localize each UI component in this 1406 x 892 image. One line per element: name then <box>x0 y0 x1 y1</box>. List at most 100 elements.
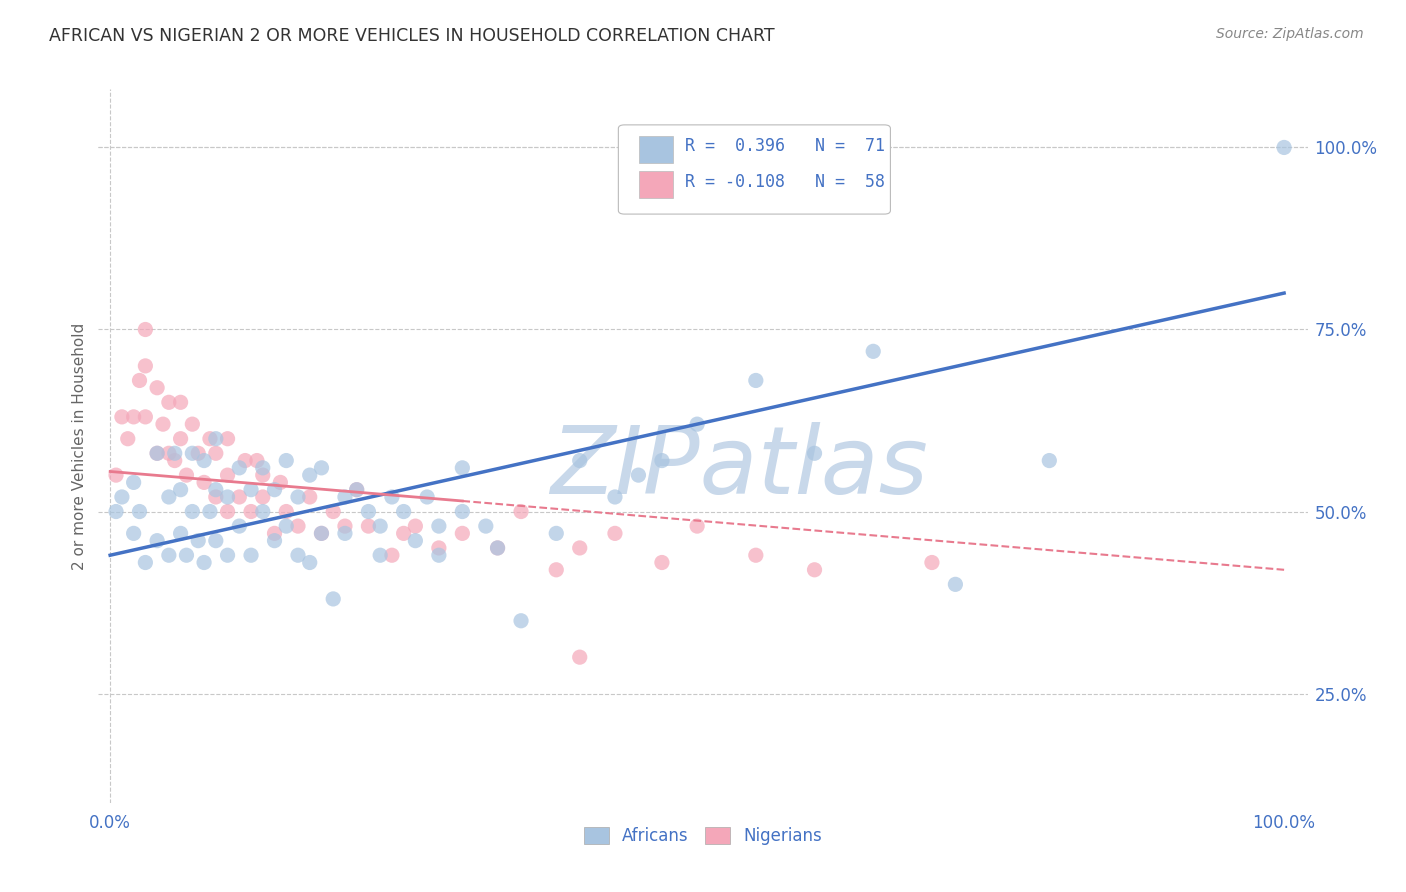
Point <box>603 526 626 541</box>
Point <box>803 563 825 577</box>
Point <box>181 446 204 460</box>
Point <box>228 519 250 533</box>
Point <box>298 556 321 570</box>
Point <box>298 468 321 483</box>
Point <box>252 490 274 504</box>
Point <box>510 614 533 628</box>
Point <box>187 533 209 548</box>
Point <box>945 577 967 591</box>
Point <box>105 468 128 483</box>
Point <box>157 490 180 504</box>
Point <box>169 432 191 446</box>
Point <box>745 548 768 562</box>
Point <box>427 519 450 533</box>
Point <box>217 548 239 562</box>
Point <box>105 504 128 518</box>
Point <box>546 563 568 577</box>
Point <box>686 417 709 432</box>
Point <box>357 504 380 518</box>
Point <box>263 533 285 548</box>
Point <box>287 548 309 562</box>
Point <box>204 432 226 446</box>
Point <box>921 556 943 570</box>
Point <box>392 504 415 518</box>
Point <box>198 432 221 446</box>
Point <box>181 504 204 518</box>
Text: ZIPatlas: ZIPatlas <box>550 422 928 513</box>
Point <box>368 548 391 562</box>
Point <box>157 395 180 409</box>
Text: AFRICAN VS NIGERIAN 2 OR MORE VEHICLES IN HOUSEHOLD CORRELATION CHART: AFRICAN VS NIGERIAN 2 OR MORE VEHICLES I… <box>49 27 775 45</box>
Point <box>122 526 145 541</box>
Point <box>1038 453 1060 467</box>
Point <box>228 460 250 475</box>
Point <box>510 504 533 518</box>
Point <box>651 453 673 467</box>
Point <box>193 453 215 467</box>
Point <box>240 504 263 518</box>
Point <box>322 504 344 518</box>
Point <box>404 533 426 548</box>
Point <box>204 483 226 497</box>
Point <box>193 475 215 490</box>
Point <box>451 504 474 518</box>
Point <box>134 359 156 373</box>
Point <box>198 504 221 518</box>
Point <box>128 504 150 518</box>
Point <box>322 591 344 606</box>
Point <box>152 417 174 432</box>
Point <box>276 504 298 518</box>
Point <box>217 504 239 518</box>
Point <box>169 483 191 497</box>
Point <box>128 374 150 388</box>
Point <box>368 519 391 533</box>
Point <box>276 453 298 467</box>
Point <box>217 468 239 483</box>
Point <box>176 468 198 483</box>
Point <box>181 417 204 432</box>
Point <box>187 446 209 460</box>
Point <box>311 460 333 475</box>
Point <box>246 453 269 467</box>
Legend: Africans, Nigerians: Africans, Nigerians <box>576 820 830 852</box>
Point <box>333 519 356 533</box>
Point <box>252 460 274 475</box>
Bar <box>638 136 673 162</box>
Point <box>146 446 169 460</box>
Point <box>146 446 169 460</box>
Point <box>263 483 285 497</box>
Point <box>568 541 591 555</box>
Point <box>176 548 198 562</box>
Point <box>240 548 263 562</box>
Point <box>217 432 239 446</box>
Point <box>568 453 591 467</box>
Point <box>603 490 626 504</box>
Point <box>404 519 426 533</box>
Point <box>451 460 474 475</box>
Point <box>204 533 226 548</box>
Point <box>193 556 215 570</box>
Point <box>627 468 650 483</box>
Point <box>204 490 226 504</box>
Point <box>392 526 415 541</box>
Point <box>486 541 509 555</box>
Point <box>451 526 474 541</box>
Point <box>252 468 274 483</box>
Point <box>228 490 250 504</box>
Text: R =  0.396   N =  71: R = 0.396 N = 71 <box>685 137 884 155</box>
Point <box>204 446 226 460</box>
Text: Source: ZipAtlas.com: Source: ZipAtlas.com <box>1216 27 1364 41</box>
Point <box>381 548 404 562</box>
Point <box>122 409 145 424</box>
Point <box>287 519 309 533</box>
Point <box>252 504 274 518</box>
Point <box>169 395 191 409</box>
Point <box>803 446 825 460</box>
Point <box>233 453 256 467</box>
Point <box>111 409 134 424</box>
Point <box>269 475 291 490</box>
Point <box>169 526 191 541</box>
Point <box>357 519 380 533</box>
Point <box>651 556 673 570</box>
Point <box>157 548 180 562</box>
